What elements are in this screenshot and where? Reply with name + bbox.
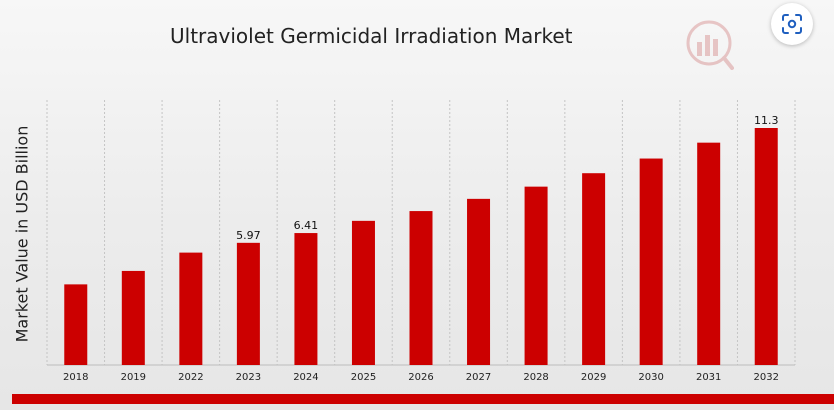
data-label-2023: 5.97 — [236, 229, 261, 242]
x-tick-label: 2032 — [754, 372, 779, 383]
scan-button[interactable] — [771, 3, 813, 45]
data-label-2024: 6.41 — [294, 219, 319, 232]
scan-icon — [782, 14, 802, 34]
x-tick-label: 2018 — [63, 372, 88, 383]
x-tick-label: 2028 — [523, 372, 548, 383]
bar-2023 — [236, 242, 260, 365]
x-tick-label: 2019 — [121, 372, 146, 383]
bar-2019 — [121, 270, 145, 365]
bottom-accent-bar — [12, 394, 834, 404]
x-tick-label: 2022 — [178, 372, 203, 383]
brand-logo-icon — [686, 20, 734, 70]
bar-2029 — [582, 173, 606, 365]
x-tick-label: 2024 — [293, 372, 318, 383]
bar-2030 — [639, 158, 663, 365]
x-tick-label: 2031 — [696, 372, 721, 383]
bar-2024 — [294, 233, 318, 365]
x-tick-label: 2025 — [351, 372, 376, 383]
chart-title: Ultraviolet Germicidal Irradiation Marke… — [170, 24, 573, 48]
bar-2025 — [351, 220, 375, 365]
x-tick-label: 2026 — [408, 372, 433, 383]
bar-2031 — [697, 142, 721, 365]
x-tick-label: 2023 — [236, 372, 261, 383]
bar-2022 — [179, 252, 203, 365]
bar-2027 — [467, 198, 491, 365]
bar-2028 — [524, 186, 548, 365]
x-tick-label: 2029 — [581, 372, 606, 383]
bar-2018 — [64, 284, 88, 365]
bar-2026 — [409, 211, 433, 365]
data-label-2032: 11.3 — [754, 114, 779, 127]
x-tick-label: 2030 — [638, 372, 663, 383]
x-tick-label: 2027 — [466, 372, 491, 383]
bar-2032 — [754, 128, 778, 365]
